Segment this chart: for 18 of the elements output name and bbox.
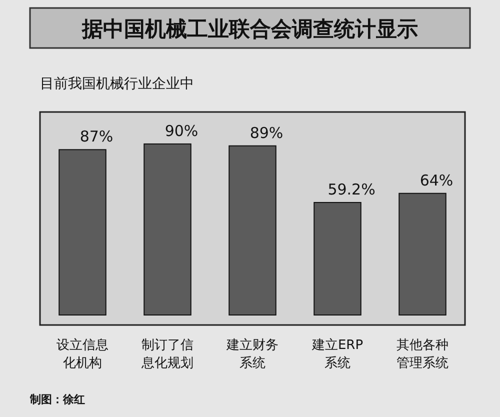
chart-subtitle: 目前我国机械行业企业中: [40, 76, 194, 92]
x-tick-label: 其他各种管理系统: [396, 338, 448, 371]
data-label: 64%: [420, 171, 454, 190]
x-tick-label: 制订了信息化规划: [140, 338, 194, 371]
bar: [58, 149, 106, 316]
x-tick-label: 建立财务系统: [226, 337, 278, 371]
bar: [144, 143, 192, 316]
data-label: 89%: [250, 124, 284, 142]
x-tick-label: 建立ERP系统: [310, 337, 364, 371]
chart-title: 据中国机械工业联合会调查统计显示: [81, 17, 418, 41]
bar: [228, 145, 276, 316]
x-tick-label: 设立信息化机构: [56, 337, 108, 371]
data-label: 59.2%: [328, 180, 376, 198]
bar: [398, 192, 446, 316]
data-label: 90%: [164, 122, 198, 140]
data-label: 87%: [80, 128, 114, 146]
bar: [314, 202, 362, 316]
text: 制图：徐红: [29, 393, 85, 406]
